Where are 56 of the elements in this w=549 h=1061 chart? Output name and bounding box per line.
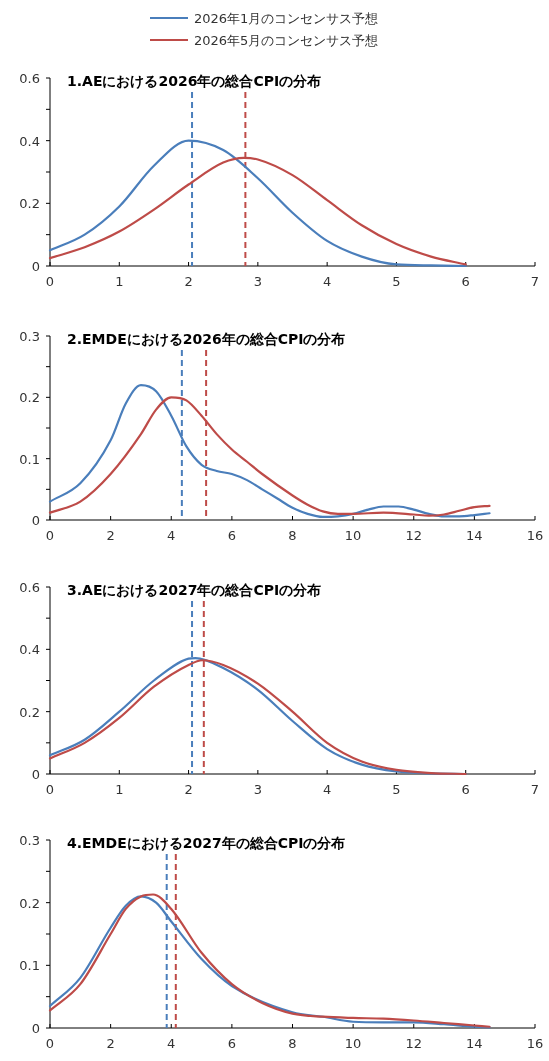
x-tick-label: 10 [344, 528, 362, 543]
chart-title: 1.AEにおける2026年の総合CPIの分布 [67, 73, 322, 89]
x-tick-label: 0 [45, 1036, 55, 1051]
x-tick-label: 2 [106, 1036, 115, 1051]
x-tick-label: 7 [530, 274, 540, 289]
x-tick-label: 2 [106, 528, 115, 543]
x-tick-label: 2 [184, 274, 193, 289]
x-tick-label: 10 [344, 1036, 362, 1051]
x-tick-label: 16 [526, 1036, 544, 1051]
x-tick-label: 6 [227, 1036, 237, 1051]
y-tick-label: 0 [31, 259, 40, 274]
x-tick-label: 4 [167, 1036, 176, 1051]
chart-title: 3.AEにおける2027年の総合CPIの分布 [67, 582, 322, 598]
chart-title: 4.EMDEにおける2027年の総合CPIの分布 [67, 835, 346, 851]
x-tick-label: 1 [115, 274, 124, 289]
x-tick-label: 12 [405, 528, 423, 543]
x-tick-label: 6 [461, 782, 470, 797]
y-tick-label: 0.2 [19, 895, 40, 911]
y-tick-label: 0.1 [19, 958, 40, 974]
y-tick-label: 0.6 [19, 580, 40, 595]
y-tick-label: 0.4 [19, 133, 40, 149]
y-tick-label: 0.2 [19, 196, 40, 212]
x-tick-label: 14 [466, 528, 483, 543]
x-tick-label: 5 [392, 274, 401, 289]
y-tick-label: 0.2 [19, 390, 40, 406]
y-tick-label: 0 [31, 767, 40, 782]
y-tick-label: 0.4 [19, 642, 40, 658]
y-tick-label: 0 [31, 1021, 40, 1036]
x-tick-label: 7 [530, 782, 540, 797]
y-tick-label: 0.6 [19, 71, 40, 86]
x-tick-label: 1 [115, 782, 124, 797]
x-tick-label: 3 [253, 274, 262, 289]
x-tick-label: 14 [466, 1036, 483, 1051]
x-tick-label: 0 [45, 528, 55, 543]
x-tick-label: 16 [526, 528, 544, 543]
x-tick-label: 6 [461, 274, 470, 289]
x-tick-label: 8 [288, 528, 297, 543]
y-tick-label: 0 [31, 513, 40, 528]
y-tick-label: 0.1 [19, 451, 40, 467]
x-tick-label: 6 [227, 528, 237, 543]
legend-label: 2026年5月のコンセンサス予想 [194, 33, 379, 48]
y-tick-label: 0.2 [19, 704, 40, 720]
y-tick-label: 0.3 [19, 833, 40, 848]
legend-label: 2026年1月のコンセンサス予想 [194, 11, 379, 26]
x-tick-label: 5 [392, 782, 401, 797]
x-tick-label: 0 [45, 274, 55, 289]
chart-title: 2.EMDEにおける2026年の総合CPIの分布 [67, 331, 346, 347]
x-tick-label: 4 [323, 782, 332, 797]
x-tick-label: 0 [45, 782, 55, 797]
x-tick-label: 4 [167, 528, 176, 543]
y-tick-label: 0.3 [19, 329, 40, 344]
x-tick-label: 8 [288, 1036, 297, 1051]
x-tick-label: 3 [253, 782, 262, 797]
x-tick-label: 12 [405, 1036, 423, 1051]
x-tick-label: 2 [184, 782, 193, 797]
x-tick-label: 4 [323, 274, 332, 289]
